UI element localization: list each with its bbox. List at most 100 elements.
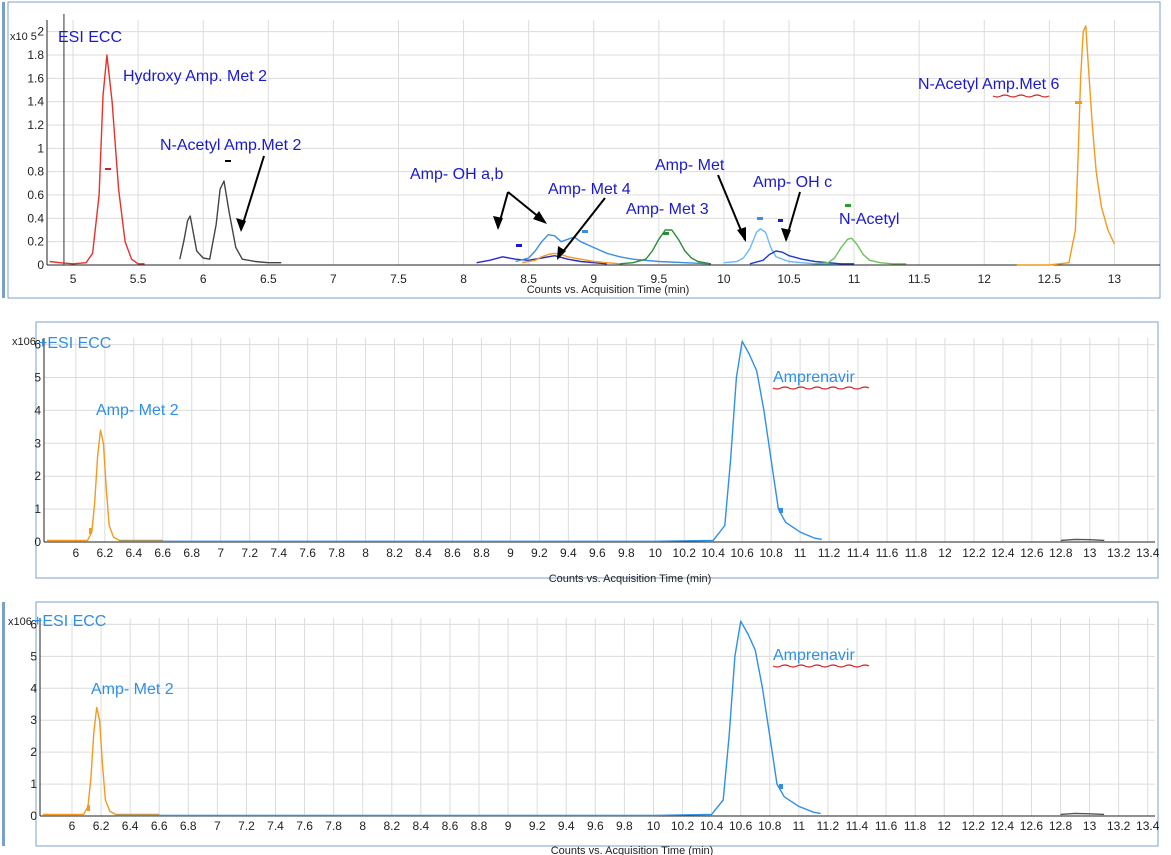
x-tick-label: 7.2 — [241, 546, 258, 560]
x-tick-label: 9.4 — [558, 819, 575, 833]
x-tick-label: 12.2 — [962, 546, 986, 560]
x-tick-label: 9.6 — [589, 546, 606, 560]
x-tick-label: 10 — [647, 819, 661, 833]
series-group — [46, 340, 1105, 543]
peak-marker — [779, 508, 783, 513]
x-tick-label: 12.8 — [1049, 819, 1073, 833]
x-tick-label: 9.5 — [650, 272, 667, 286]
label-amprenavir: Amprenavir — [773, 647, 855, 664]
y-scale-prefix: x106 — [12, 336, 36, 348]
x-tick-label: 5.5 — [130, 272, 147, 286]
y-tick-label: 3 — [30, 713, 37, 727]
y-tick-label: 2 — [34, 469, 41, 483]
y-tick-label: 5 — [34, 370, 41, 384]
x-tick-label: 7.4 — [270, 546, 287, 560]
x-tick-label: 10 — [717, 272, 731, 286]
y-tick-label: 6 — [34, 338, 41, 352]
y-tick-label: 3 — [34, 436, 41, 450]
x-tick-label: 11.5 — [908, 272, 931, 286]
x-tick-label: 6.5 — [260, 272, 277, 286]
x-tick-label: 6.8 — [180, 819, 197, 833]
x-tick-label: 13.2 — [1107, 819, 1131, 833]
panel-title: +ESI ECC — [33, 613, 106, 630]
arrowhead — [557, 246, 566, 260]
x-tick-label: 9 — [505, 819, 512, 833]
x-tick-label: 7.2 — [238, 819, 255, 833]
label-amp-met4: Amp- Met 4 — [548, 181, 631, 198]
x-tick-label: 8 — [359, 819, 366, 833]
x-tick-label: 7 — [330, 272, 337, 286]
peak-marker — [582, 230, 588, 233]
x-tick-label: 8.4 — [415, 546, 432, 560]
peak-marker — [516, 244, 522, 247]
x-axis-title: Counts vs. Acquisition Time (min) — [551, 845, 714, 855]
y-tick-label: 1.6 — [27, 71, 44, 85]
x-tick-label: 11 — [848, 272, 861, 286]
series-line-5 — [619, 229, 712, 265]
y-tick-label: 1 — [34, 502, 41, 516]
y-tick-labels: 0 1 2 3 4 5 6 — [34, 338, 41, 549]
x-tick-label: 13.4 — [1136, 819, 1160, 833]
x-tick-label: 10.2 — [671, 819, 695, 833]
x-tick-label: 9.8 — [616, 819, 633, 833]
y-tick-label: 4 — [30, 681, 37, 695]
x-tick-label: 10.2 — [673, 546, 697, 560]
y-tick-label: 0 — [34, 535, 41, 549]
peak-markers — [105, 101, 1082, 247]
y-tick-label: 6 — [30, 617, 37, 631]
x-tick-label: 8.2 — [386, 546, 403, 560]
y-tick-label: 0.6 — [27, 188, 44, 202]
x-tick-label: 9.2 — [531, 546, 548, 560]
arrowhead — [493, 216, 503, 230]
label-n-acetyl: N-Acetyl — [839, 211, 899, 228]
x-axis-title: Counts vs. Acquisition Time (min) — [549, 573, 712, 585]
series-line-8 — [814, 237, 907, 265]
left-accent-bar — [2, 2, 5, 298]
x-tick-label: 12.2 — [962, 819, 986, 833]
chart-panel-top: 5 5.5 6 6.5 7 7.5 8 8.5 9 9.5 10 10.5 11 11.5 12 12.5 13… — [2, 1, 1161, 299]
x-tick-labels: 5 5.5 6 6.5 7 7.5 8 8.5 9 9.5 10 10.5 11 11.5 12 12.5 13 — [70, 272, 1122, 286]
x-tick-label: 11.6 — [875, 819, 898, 833]
series-line-2 — [1060, 538, 1105, 542]
x-tick-label: 11.6 — [876, 546, 899, 560]
left-accent-bar — [2, 602, 5, 846]
x-tick-label: 6.4 — [122, 819, 139, 833]
x-tick-label: 10.6 — [730, 546, 754, 560]
peak-marker — [225, 160, 231, 162]
x-tick-label: 12 — [938, 546, 952, 560]
y-tick-label: 1 — [30, 777, 37, 791]
x-tick-label: 6.2 — [93, 819, 110, 833]
y-tick-labels: 0 0.2 0.4 0.6 0.8 1 1.2 1.4 1.6 1.8 2 — [27, 25, 44, 272]
chart-panel-middle: 6 6.2 6.4 6.6 6.8 7 7.2 7.4 7.6 7.8 8 8.2 8.4 8.6 8.8 9… — [12, 321, 1160, 585]
arrowhead — [781, 228, 791, 242]
x-tick-label: 7.5 — [390, 272, 407, 286]
series-line-1 — [179, 180, 282, 264]
y-tick-label: 0.2 — [27, 235, 44, 249]
x-tick-label: 7.6 — [296, 819, 313, 833]
label-amp-oh-ab: Amp- OH a,b — [410, 166, 503, 183]
label-n-acetyl-amp-met2: N-Acetyl Amp.Met 2 — [160, 137, 301, 154]
series-group — [42, 620, 1105, 817]
x-tick-label: 7.8 — [325, 819, 342, 833]
spellcheck-underline — [772, 386, 870, 390]
series-line-9 — [1016, 25, 1116, 266]
label-hydroxy-amp-met2: Hydroxy Amp. Met 2 — [123, 68, 267, 85]
x-tick-label: 12 — [978, 272, 992, 286]
x-tick-label: 9.6 — [587, 819, 604, 833]
x-tick-label: 10 — [649, 546, 663, 560]
y-tick-label: 1.2 — [27, 118, 44, 132]
arrowhead — [737, 227, 746, 242]
x-tick-label: 6.4 — [125, 546, 142, 560]
peak-marker — [757, 217, 763, 220]
arrowheads — [236, 211, 791, 260]
label-amp-met: Amp- Met — [655, 157, 725, 174]
peak-marker — [105, 168, 111, 170]
x-tick-label: 12.5 — [1038, 272, 1062, 286]
panel-title: +ESI ECC — [38, 335, 111, 352]
x-tick-label: 6 — [69, 819, 76, 833]
peak-marker — [779, 784, 783, 789]
series-line-2 — [1060, 812, 1105, 816]
x-tick-label: 8.2 — [383, 819, 400, 833]
y-tick-label: 1.4 — [27, 95, 44, 109]
panel-title: ESI ECC — [58, 29, 122, 46]
